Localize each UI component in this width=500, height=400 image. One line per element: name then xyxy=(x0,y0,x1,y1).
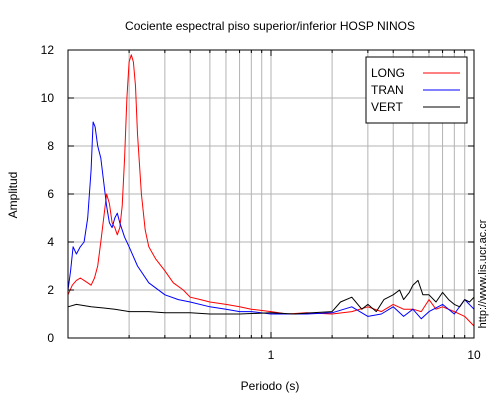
y-tick-label: 12 xyxy=(41,43,55,57)
y-tick-label: 4 xyxy=(47,235,54,249)
series-line-tran xyxy=(67,121,475,320)
x-tick-label: 10 xyxy=(467,348,481,362)
legend-label-vert: VERT xyxy=(371,100,403,114)
grid xyxy=(68,50,474,338)
legend: LONG TRAN VERT xyxy=(365,56,468,124)
y-tick-label: 6 xyxy=(47,187,54,201)
legend-label-tran: TRAN xyxy=(371,83,404,97)
legend-label-long: LONG xyxy=(371,66,405,80)
x-axis-label: Periodo (s) xyxy=(241,379,300,393)
y-tick-label: 8 xyxy=(47,139,54,153)
y-tick-label: 0 xyxy=(47,331,54,345)
axis-ticks: 0 2 4 6 8 10 12 1 10 xyxy=(41,43,481,362)
chart-title: Cociente espectral piso superior/inferio… xyxy=(125,19,415,33)
y-tick-label: 2 xyxy=(47,283,54,297)
y-axis-label: Amplitud xyxy=(6,172,20,219)
series-line-vert xyxy=(67,279,475,315)
lis-url-text: http://www.lis.ucr.ac.cr xyxy=(477,219,489,328)
y-tick-label: 10 xyxy=(41,91,55,105)
series-lines xyxy=(67,54,475,327)
x-tick-label: 1 xyxy=(268,348,275,362)
series-line-long xyxy=(67,54,475,327)
